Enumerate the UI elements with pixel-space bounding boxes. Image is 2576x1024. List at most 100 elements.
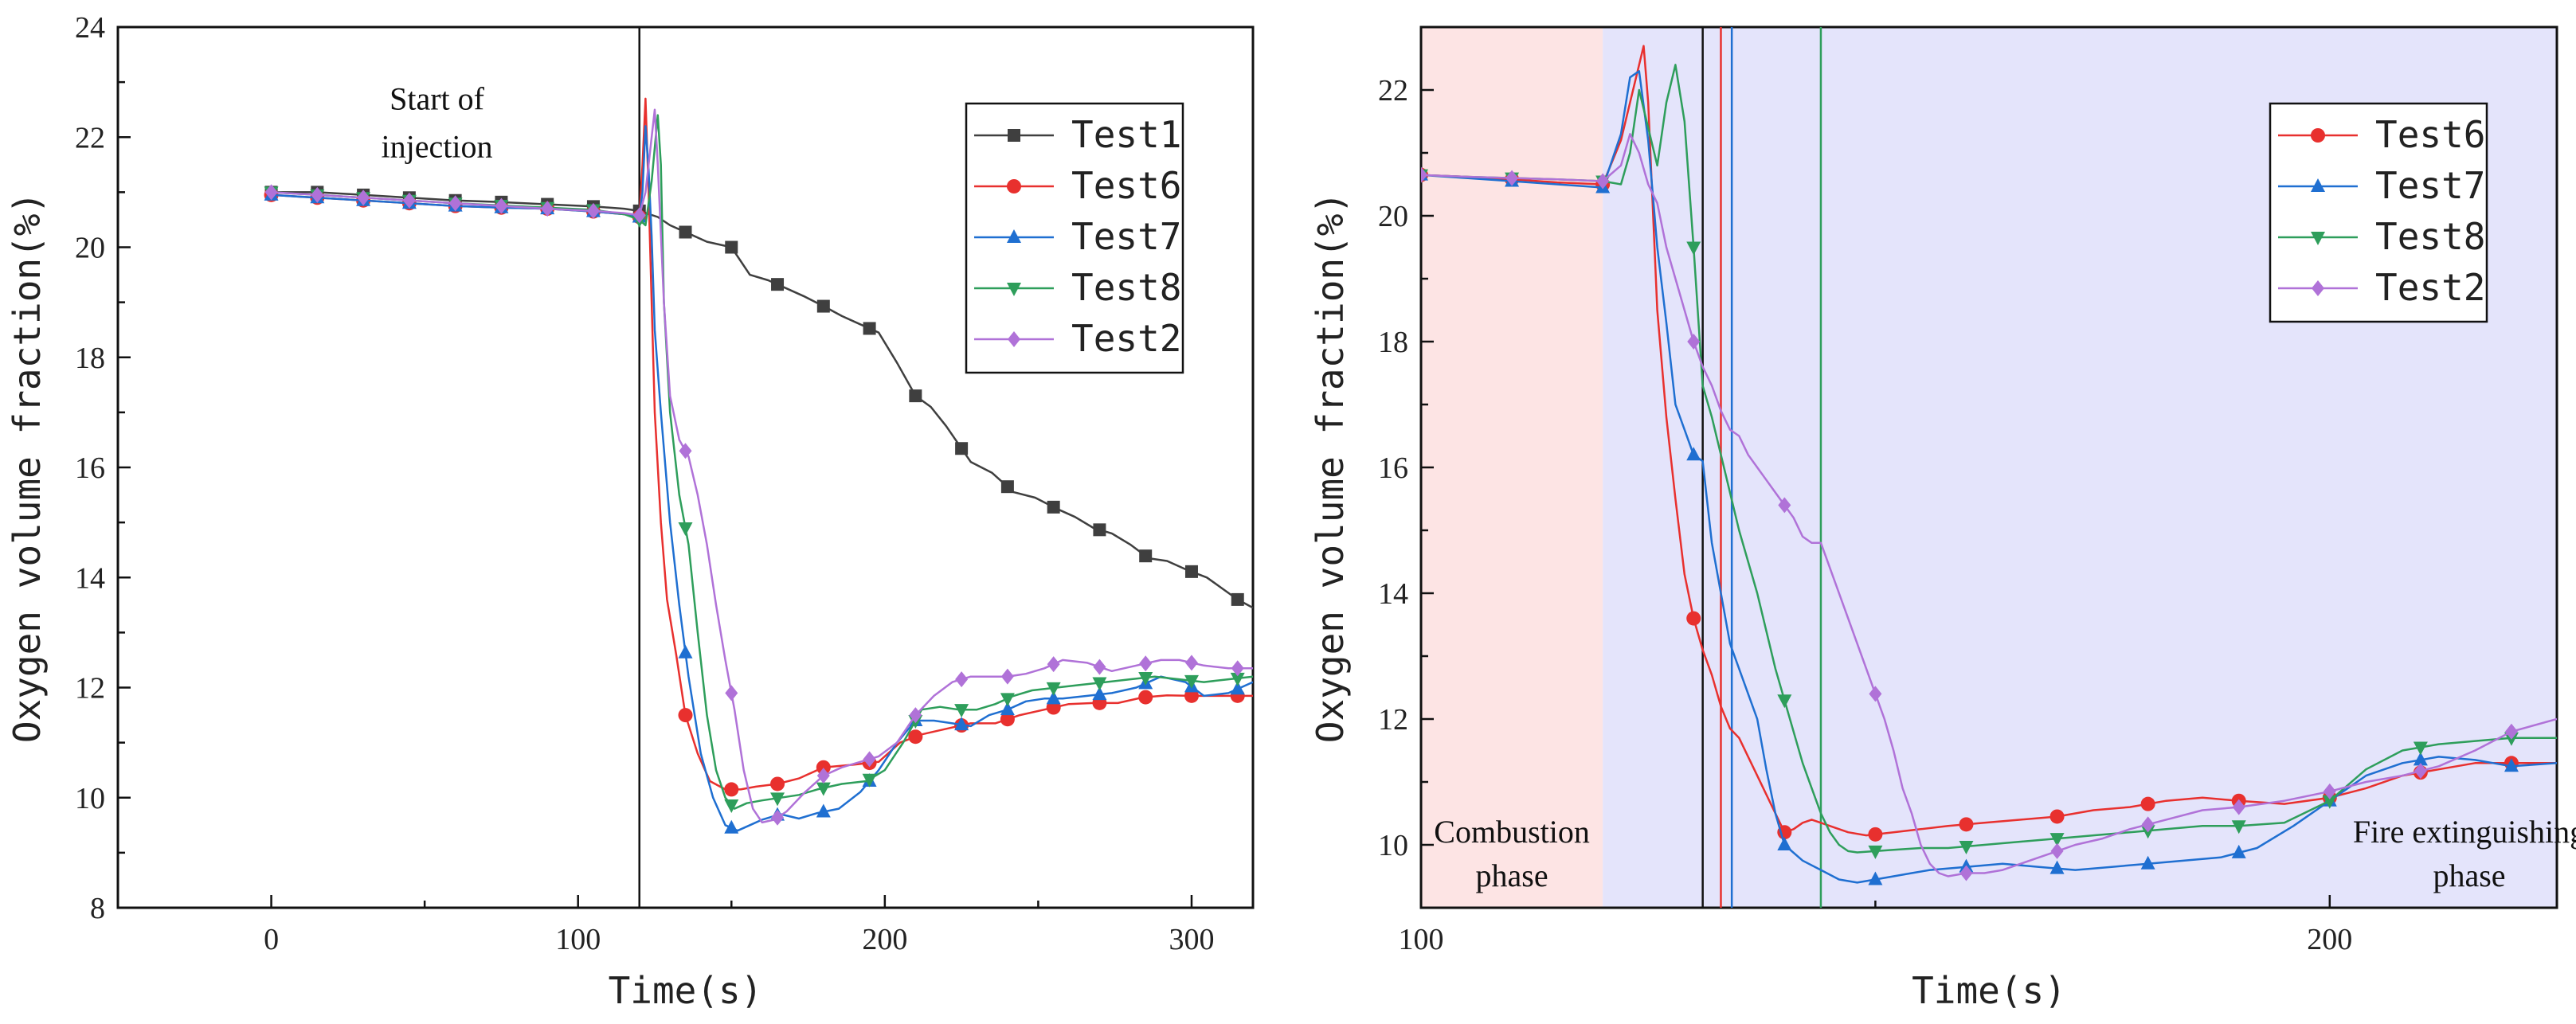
- y-tick-label: 20: [1378, 200, 1408, 233]
- data-point-test2: [495, 197, 508, 214]
- legend-label-test7: Test7: [1071, 215, 1181, 258]
- legend-label-test2: Test2: [2375, 266, 2485, 309]
- phase-label: phase: [2433, 858, 2505, 893]
- legend: Test1 Test6 Test7 Test8 Test2: [965, 102, 1184, 374]
- data-point-test7: [1230, 681, 1245, 695]
- data-point-test1: [816, 299, 830, 313]
- data-point-test2: [1505, 170, 1519, 186]
- data-point-test7: [678, 644, 693, 659]
- y-tick-label: 14: [75, 561, 105, 595]
- data-point-test6: [2049, 809, 2065, 824]
- legend-marker-test8: [1007, 283, 1021, 296]
- data-point-test8: [1000, 693, 1015, 707]
- data-point-test2: [1687, 334, 1701, 350]
- legend-marker-test8: [2311, 232, 2325, 245]
- x-axis-title: Time(s): [609, 969, 763, 1012]
- data-point-test8: [2231, 820, 2246, 834]
- legend-marker-test6: [2311, 128, 2325, 143]
- data-point-test2: [725, 685, 738, 702]
- data-point-test8: [1777, 694, 1792, 709]
- data-point-test1: [955, 442, 969, 455]
- data-point-test2: [586, 202, 600, 219]
- data-point-test7: [1046, 690, 1061, 705]
- legend-marker-test2: [1008, 331, 1020, 347]
- data-point-test6: [1138, 690, 1153, 705]
- data-point-test7: [1686, 447, 1701, 461]
- data-point-test1: [1184, 565, 1198, 578]
- y-tick-label: 12: [75, 672, 105, 705]
- x-tick-label: 300: [1169, 923, 1214, 956]
- y-tick-label: 16: [1378, 451, 1408, 485]
- plot-area: [1421, 45, 2557, 885]
- data-point-test1: [1231, 592, 1244, 606]
- y-tick-label: 24: [75, 11, 105, 45]
- data-point-test8: [1184, 674, 1199, 689]
- data-point-test1: [1093, 523, 1106, 537]
- data-point-test6: [724, 782, 739, 797]
- series-line-test8: [1421, 64, 2557, 854]
- data-point-test2: [679, 443, 692, 459]
- data-point-test2: [2323, 783, 2336, 799]
- data-point-test8: [678, 522, 693, 537]
- x-tick-label: 200: [2307, 923, 2352, 956]
- data-point-test1: [771, 278, 785, 291]
- data-point-test8: [1092, 677, 1107, 691]
- data-point-test8: [816, 782, 831, 796]
- legend-label-test2: Test2: [1071, 317, 1181, 360]
- data-point-test2: [816, 768, 830, 784]
- y-tick-label: 18: [75, 342, 105, 375]
- data-point-test2: [448, 195, 462, 212]
- phase-region-1: [1421, 27, 1603, 908]
- data-point-test2: [1184, 655, 1198, 671]
- legend-marker-test7: [1007, 229, 1021, 243]
- data-point-test7: [1092, 686, 1107, 701]
- data-point-test2: [2232, 799, 2245, 815]
- x-tick-label: 100: [1399, 923, 1444, 956]
- data-point-test8: [862, 773, 877, 788]
- y-tick-label: 14: [1378, 577, 1408, 611]
- data-point-test2: [1778, 497, 1791, 514]
- chart-left: 0 100 200 300 8 10 12 14 16 18 20 22 24 Time(s) Oxygen…: [6, 11, 1255, 1012]
- data-point-test1: [1047, 500, 1060, 514]
- data-point-test8: [1230, 672, 1245, 686]
- data-point-test8: [1959, 840, 1974, 854]
- series-test2: [264, 108, 1253, 826]
- data-point-test7: [954, 717, 969, 731]
- data-point-test7: [1868, 871, 1883, 885]
- data-point-test2: [1093, 659, 1106, 675]
- data-point-test2: [955, 671, 969, 688]
- y-tick-label: 10: [75, 782, 105, 815]
- data-point-test7: [2413, 752, 2428, 766]
- data-point-test6: [1686, 611, 1701, 626]
- data-point-test2: [541, 201, 554, 217]
- data-point-test7: [2504, 758, 2519, 772]
- y-axis-title: Oxygen volume fraction(%): [1309, 192, 1352, 743]
- data-point-test2: [1421, 166, 1427, 183]
- axes: 100 200 10 12 14 16 18 20 22: [1378, 25, 2558, 956]
- data-point-test6: [678, 708, 693, 723]
- annotation-text: Start of: [390, 81, 485, 117]
- legend-box: [2269, 102, 2488, 323]
- data-point-test8: [770, 792, 785, 807]
- series-line-test7: [1421, 70, 2557, 884]
- y-tick-label: 22: [1378, 74, 1408, 107]
- data-point-test2: [2504, 723, 2518, 740]
- data-point-test6: [1184, 688, 1199, 703]
- y-tick-label: 8: [90, 892, 105, 925]
- data-point-test2: [632, 207, 646, 224]
- data-point-test7: [2140, 855, 2155, 870]
- y-tick-label: 18: [1378, 326, 1408, 359]
- series-test2: [1421, 133, 2557, 881]
- y-tick-label: 20: [75, 232, 105, 265]
- data-point-test2: [863, 751, 876, 768]
- y-tick-label: 16: [75, 451, 105, 485]
- data-point-test1: [863, 322, 876, 335]
- y-tick-label: 22: [75, 121, 105, 154]
- y-tick-label: 12: [1378, 703, 1408, 737]
- data-point-test2: [1000, 668, 1014, 685]
- data-point-test2: [402, 192, 416, 209]
- data-point-test2: [1231, 660, 1244, 677]
- legend-label-test6: Test6: [1071, 164, 1181, 207]
- chart-right: 100 200 10 12 14 16 18 20 22 Time(s) Oxygen volume…: [1309, 25, 2576, 1012]
